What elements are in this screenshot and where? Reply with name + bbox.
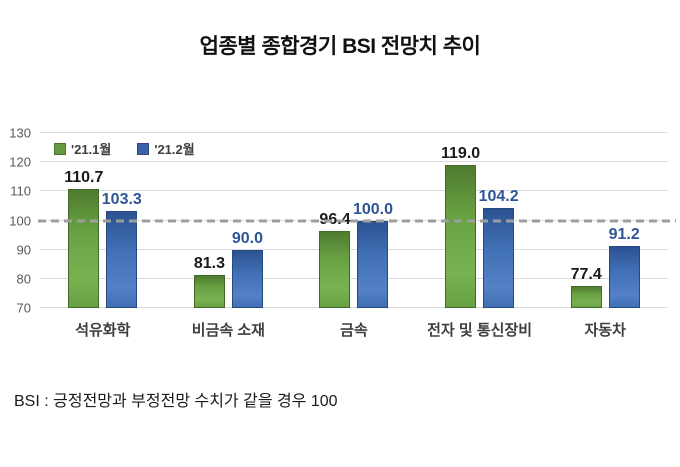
bar-series2-cat5: 91.2	[609, 227, 640, 308]
bar-series1-cat4: 119.0	[441, 146, 480, 308]
legend-item-feb: '21.2월	[137, 139, 195, 158]
legend-item-jan: '21.1월	[54, 139, 111, 158]
y-axis-tick-label: 100	[9, 213, 31, 228]
legend-swatch-green-icon	[54, 142, 66, 155]
bar-series2-cat4: 104.2	[479, 189, 519, 308]
legend-swatch-blue-icon	[137, 142, 150, 155]
y-axis-tick-label: 130	[9, 125, 31, 141]
x-axis-category-label: 석유화학	[75, 322, 131, 339]
y-axis-tick-label: 80	[16, 271, 31, 287]
reference-line-100	[38, 219, 676, 222]
chart-title: 업종별 종합경기 BSI 전망치 추이	[199, 35, 481, 58]
y-axis-tick-label: 110	[10, 183, 31, 199]
bar-value-label: 110.7	[64, 169, 104, 187]
x-axis-category-label: 자동차	[584, 322, 626, 339]
bar-series1-cat1: 110.7	[64, 170, 103, 308]
legend-label-feb: '21.2월	[154, 142, 195, 157]
plot-area: '21.1월 '21.2월 70 80 90 100 110 120 130 110.7 103…	[9, 127, 676, 339]
bar-series1-cat2: 81.3	[194, 256, 225, 308]
y-axis-tick-label: 120	[9, 154, 31, 170]
bar-series1-cat5: 77.4	[571, 267, 602, 308]
bar-value-label: 104.2	[478, 188, 519, 206]
x-axis-category-label: 금속	[340, 322, 368, 339]
bar-series2-cat3: 100.0	[353, 201, 393, 308]
bar-group-2: 81.3 90.0 비금속 소재	[166, 133, 292, 339]
gridline	[40, 307, 668, 308]
gridline	[40, 161, 668, 163]
legend-label-jan: '21.1월	[71, 142, 112, 157]
bar-value-label: 91.2	[608, 226, 640, 244]
bar-series2-cat2: 90.0	[232, 230, 263, 308]
bar-value-label: 119.0	[441, 145, 481, 163]
bar-value-label: 77.4	[570, 266, 602, 284]
x-axis-category-label: 비금속 소재	[191, 322, 265, 339]
bar-group-5: 77.4 91.2 자동차	[542, 133, 668, 339]
y-axis-tick-label: 70	[16, 300, 31, 316]
bar-value-label: 100.0	[352, 200, 394, 218]
gridline	[40, 277, 668, 279]
x-axis-category-label: 전자 및 통신장비	[427, 322, 533, 339]
gridline	[40, 132, 668, 133]
bar-value-label: 81.3	[193, 255, 225, 273]
bar-value-label: 103.3	[101, 190, 142, 208]
bar-group-1: 110.7 103.3 석유화학	[40, 133, 166, 339]
bar-group-4: 119.0 104.2 전자 및 통신장비	[417, 133, 543, 339]
bar-value-label: 90.0	[231, 229, 263, 247]
y-axis-tick-label: 90	[16, 242, 31, 258]
gridline	[40, 190, 668, 192]
bar-series2-cat1: 103.3	[102, 191, 142, 308]
chart-footnote: BSI : 긍정전망과 부정전망 수치가 같을 경우 100	[14, 393, 338, 410]
chart-legend: '21.1월 '21.2월	[54, 139, 195, 158]
bar-series1-cat3: 96.4	[319, 212, 351, 308]
gridline	[40, 248, 668, 250]
